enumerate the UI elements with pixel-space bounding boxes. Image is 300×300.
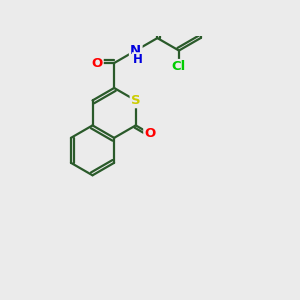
Text: O: O: [145, 127, 156, 140]
Text: Cl: Cl: [172, 60, 186, 73]
Text: O: O: [91, 56, 102, 70]
Text: N: N: [130, 44, 141, 57]
Text: S: S: [131, 94, 141, 107]
Text: H: H: [132, 53, 142, 66]
